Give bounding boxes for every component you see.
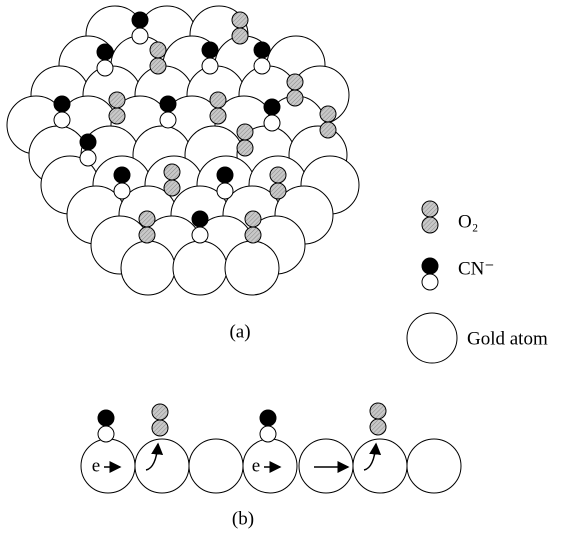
cn-n (54, 112, 70, 128)
legend-o2: O₂ (458, 211, 478, 232)
cn-n (260, 426, 276, 442)
o-atom (245, 211, 261, 227)
legend: O₂ CN⁻ Gold atom (407, 201, 548, 363)
o-atom (109, 108, 125, 124)
gold-atom-icon (407, 313, 457, 363)
o-atom (270, 183, 286, 199)
o-atom (232, 28, 248, 44)
o-atom (245, 227, 261, 243)
gold-atom (81, 439, 135, 493)
page: O₂ CN⁻ Gold atom (a) e e (b) (() => { co… (0, 0, 581, 548)
gold-atom (189, 439, 243, 493)
o-atom (370, 403, 386, 419)
gold-atom (299, 439, 353, 493)
cn-n (98, 426, 114, 442)
legend-gold: Gold atom (467, 328, 548, 349)
cn-c (97, 44, 113, 60)
gold-atom (407, 439, 461, 493)
cn-c (132, 12, 148, 28)
cn-n (132, 28, 148, 44)
o-atom (150, 42, 166, 58)
panel-label: (b) (232, 508, 254, 529)
electron: e (252, 455, 260, 476)
gold-atom (353, 439, 407, 493)
o-atom (320, 122, 336, 138)
cn-c (264, 99, 280, 115)
cn-n (192, 227, 208, 243)
cn-c (254, 42, 270, 58)
cn-c (260, 410, 276, 426)
cn-n (80, 150, 96, 166)
gold-atom (225, 241, 279, 295)
o-atom (237, 124, 253, 140)
gold-cluster (7, 6, 359, 295)
o-atom (150, 58, 166, 74)
o-atom (370, 419, 386, 435)
o-atom (139, 211, 155, 227)
legend-cn: CN⁻ (458, 258, 494, 279)
o-atom (422, 217, 438, 233)
o-atom (164, 164, 180, 180)
cn-n (254, 58, 270, 74)
o-atom (270, 167, 286, 183)
cn-n (264, 115, 280, 131)
diagram: O₂ CN⁻ Gold atom (a) e e (b) (0, 0, 581, 543)
cn-c (202, 42, 218, 58)
cn-c (114, 167, 130, 183)
o-atom (422, 201, 438, 217)
cn-c (160, 96, 176, 112)
cn-n (217, 183, 233, 199)
gold-atom (135, 439, 189, 493)
o-atom (237, 140, 253, 156)
o-atom (109, 92, 125, 108)
cn-c (192, 211, 208, 227)
o-atom (232, 12, 248, 28)
gold-atom (173, 241, 227, 295)
o-atom (139, 227, 155, 243)
gold-row (81, 439, 461, 493)
cn-c (217, 167, 233, 183)
panel-label: (a) (229, 321, 250, 342)
o-atom (320, 106, 336, 122)
o-atom (210, 108, 226, 124)
o-atom (210, 92, 226, 108)
cn-c (54, 96, 70, 112)
cn-c (80, 134, 96, 150)
cn-n (114, 183, 130, 199)
cn-n (97, 60, 113, 76)
cn-n (422, 274, 438, 290)
cn-n (202, 58, 218, 74)
cn-c (422, 258, 438, 274)
o-atom (287, 90, 303, 106)
o-atom (152, 404, 168, 420)
o-atom (287, 74, 303, 90)
cn-n (160, 112, 176, 128)
adsorbates-b (98, 403, 386, 442)
cn-c (98, 410, 114, 426)
o-atom (164, 180, 180, 196)
o-atom (152, 420, 168, 436)
electron: e (92, 455, 100, 476)
gold-atom (121, 241, 175, 295)
